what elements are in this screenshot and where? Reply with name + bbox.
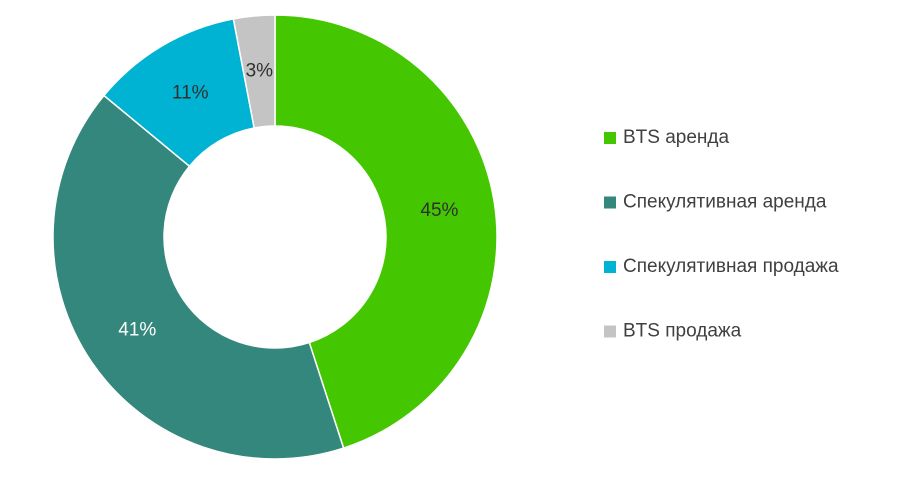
legend-swatch bbox=[604, 196, 616, 209]
legend-label: Спекулятивная аренда bbox=[623, 192, 827, 213]
donut-slice bbox=[274, 14, 498, 450]
data-label: 3% bbox=[246, 60, 274, 81]
data-label: 41% bbox=[118, 320, 156, 341]
donut-slice bbox=[52, 94, 345, 460]
legend-label: BTS аренда bbox=[623, 127, 730, 148]
legend-swatch bbox=[604, 325, 616, 338]
legend-swatch bbox=[604, 261, 616, 273]
data-label: 11% bbox=[172, 83, 209, 104]
legend-swatch bbox=[604, 132, 616, 144]
donut-slice bbox=[232, 14, 276, 129]
legend-label: BTS продажа bbox=[623, 321, 742, 342]
data-label: 45% bbox=[420, 200, 458, 221]
legend-label: Спекулятивная продажа bbox=[623, 256, 839, 277]
